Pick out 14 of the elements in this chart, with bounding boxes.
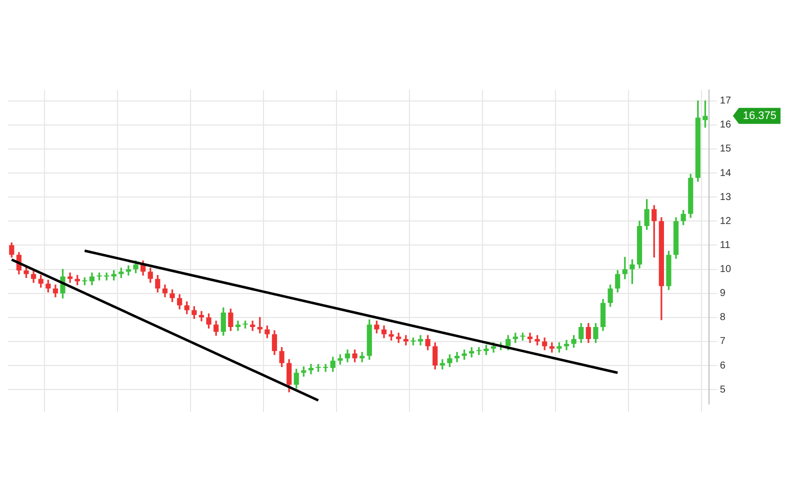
y-tick-label: 10 (720, 264, 732, 276)
y-tick-label: 8 (720, 312, 726, 324)
y-tick-label: 6 (720, 360, 726, 372)
y-tick-label: 9 (720, 288, 726, 300)
y-tick-label: 7 (720, 336, 726, 348)
y-tick-label: 16 (720, 120, 732, 131)
y-tick-label: 12 (720, 216, 732, 227)
y-tick-label: 13 (720, 192, 732, 203)
y-tick-label: 5 (720, 384, 726, 396)
y-tick-label: 17 (720, 96, 732, 107)
y-tick-label: 11 (720, 240, 731, 251)
y-tick-label: 15 (720, 144, 732, 155)
text: 16.375 (742, 110, 777, 122)
y-tick-label: 14 (720, 168, 732, 179)
